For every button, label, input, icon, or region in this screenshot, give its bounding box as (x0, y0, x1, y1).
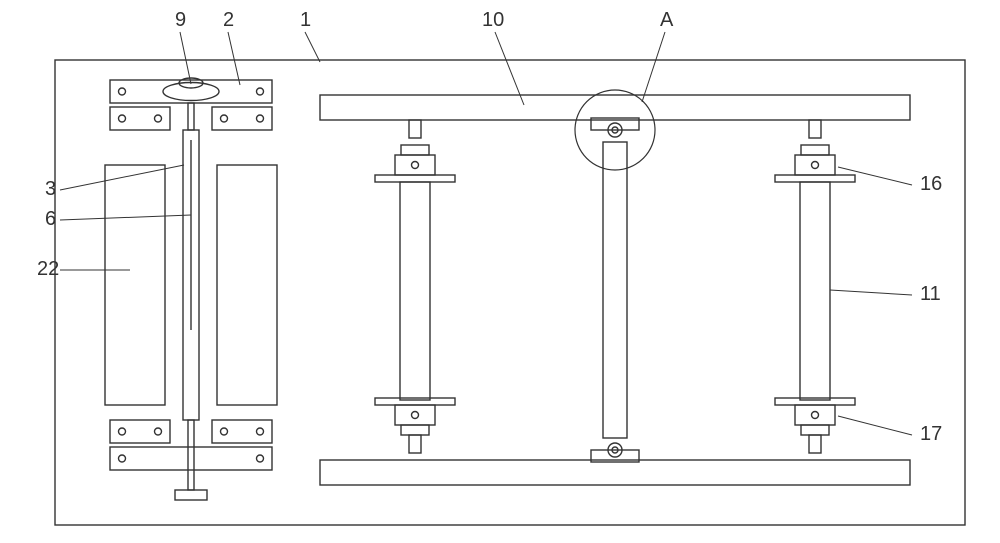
callout-label: 3 (45, 178, 56, 200)
callout-label: 22 (37, 258, 59, 280)
callout-label: 16 (920, 173, 942, 195)
callout-label: 1 (300, 9, 311, 31)
callout-label: 17 (920, 423, 942, 445)
callout-label: 11 (920, 283, 941, 305)
callout-label: 2 (223, 9, 234, 31)
callout-label: 9 (175, 9, 186, 31)
callout-label: 6 (45, 208, 56, 230)
callout-label: A (660, 9, 674, 31)
callout-label: 10 (482, 9, 504, 31)
